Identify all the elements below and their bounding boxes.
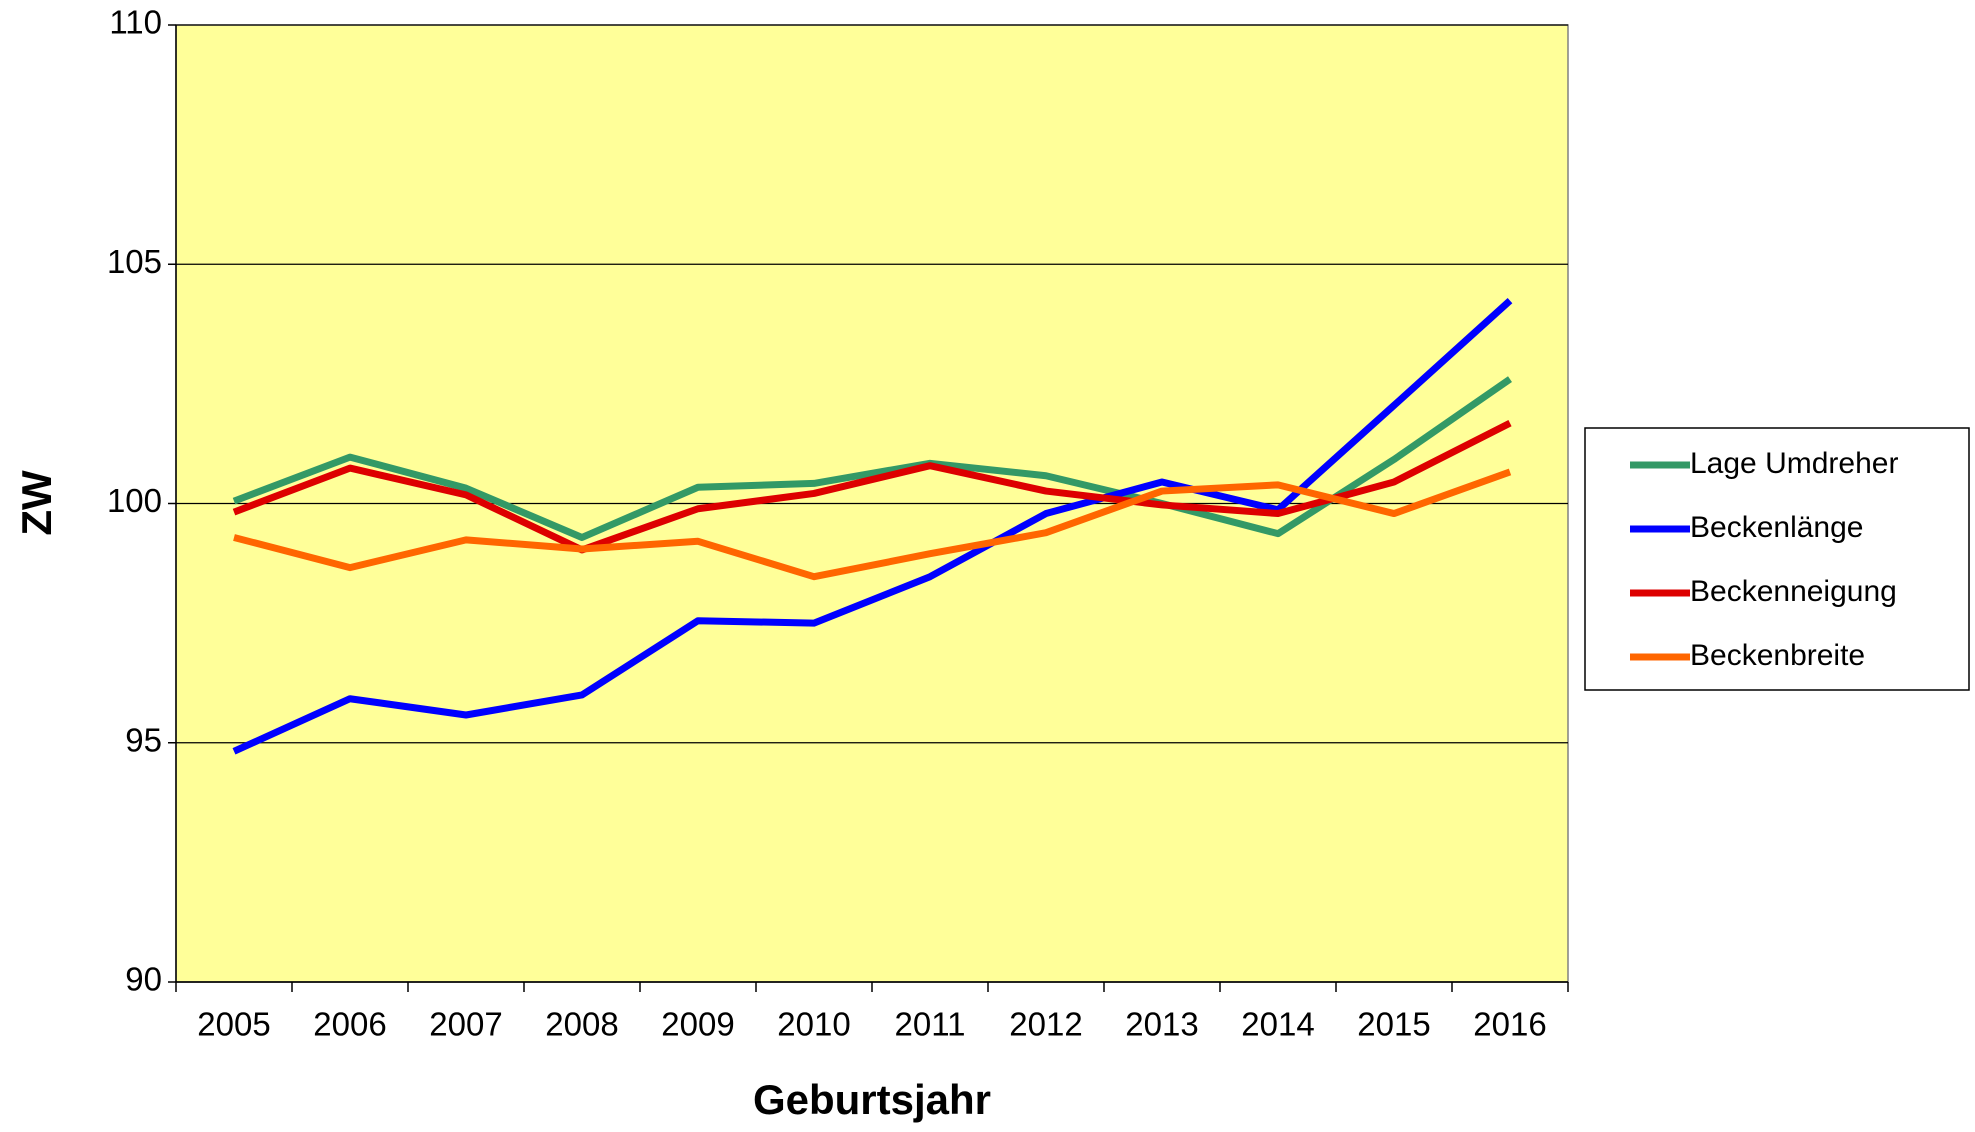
x-tick-label: 2013: [1125, 1006, 1198, 1043]
x-tick-label: 2015: [1357, 1006, 1430, 1043]
legend-label: Beckenneigung: [1690, 575, 1897, 608]
series-line: [233, 468, 1512, 581]
legend-label: Lage Umdreher: [1690, 447, 1898, 480]
x-tick-label: 2008: [545, 1006, 618, 1043]
x-axis-title: Geburtsjahr: [753, 1076, 991, 1123]
y-tick-label: 90: [125, 961, 162, 998]
series-line: [232, 419, 1512, 554]
legend-box: [1584, 427, 1970, 691]
x-tick-label: 2010: [777, 1006, 850, 1043]
x-tick-label: 2012: [1009, 1006, 1082, 1043]
series-line: [232, 376, 1512, 541]
y-tick-label: 100: [107, 482, 162, 519]
x-tick-label: 2005: [197, 1006, 270, 1043]
x-tick-label: 2016: [1473, 1006, 1546, 1043]
x-tick-label: 2007: [429, 1006, 502, 1043]
legend-label: Beckenlänge: [1690, 511, 1863, 544]
y-tick-label: 105: [107, 243, 162, 280]
y-tick-label: 110: [109, 4, 162, 41]
x-tick-label: 2006: [313, 1006, 386, 1043]
y-tick-label: 95: [125, 721, 162, 758]
x-tick-label: 2014: [1241, 1006, 1314, 1043]
y-axis-title: ZW: [13, 470, 60, 536]
x-tick-label: 2011: [895, 1006, 966, 1043]
x-tick-label: 2009: [661, 1006, 734, 1043]
legend-label: Beckenbreite: [1690, 639, 1865, 672]
